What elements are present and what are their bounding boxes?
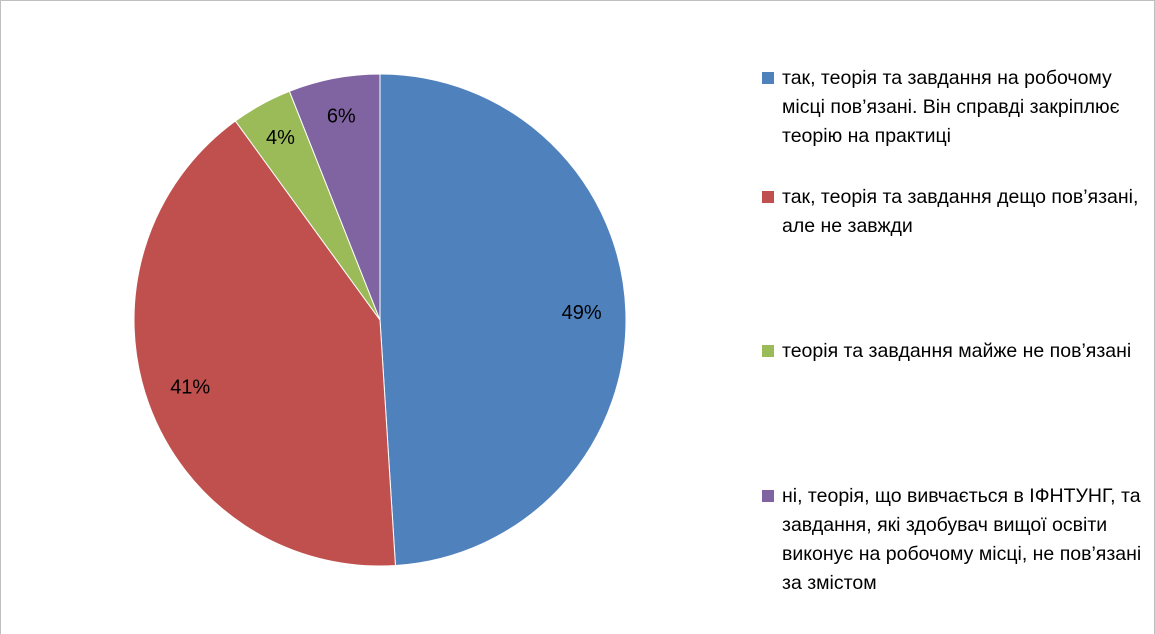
legend-swatch: [762, 345, 774, 357]
data-label: 4%: [266, 127, 295, 149]
pie-slice: [288, 73, 381, 321]
legend-swatch: [762, 72, 774, 84]
data-label: 49%: [562, 302, 602, 324]
legend-swatch: [762, 191, 774, 203]
pie-slice: [379, 73, 627, 567]
legend-label: теорія та завдання майже не пов’язані: [782, 340, 1132, 362]
legend-label: так, теорія та завдання на робочому місц…: [782, 67, 1120, 147]
data-label: 41%: [170, 377, 210, 399]
legend-label: так, теорія та завдання дещо пов’язані, …: [782, 186, 1139, 237]
data-label: 6%: [327, 105, 356, 127]
legend-swatch: [762, 490, 774, 502]
legend-label: ні, теорія, що вивчається в ІФНТУНГ, та …: [782, 485, 1142, 594]
pie-slice: [133, 120, 396, 567]
